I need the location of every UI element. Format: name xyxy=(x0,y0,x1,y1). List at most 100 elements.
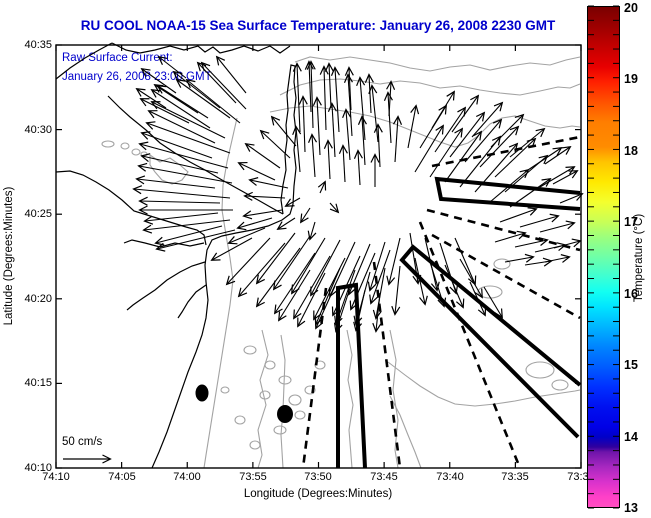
current-vector xyxy=(135,87,167,109)
current-vector xyxy=(237,161,276,181)
current-vector xyxy=(248,177,289,189)
current-vector xyxy=(343,73,354,137)
contour-blob xyxy=(101,140,115,148)
contour-blob xyxy=(259,390,271,400)
current-vector xyxy=(414,257,428,306)
contour-blob xyxy=(304,385,316,395)
colorbar-tick-label: 16 xyxy=(624,287,638,301)
contour-line xyxy=(280,334,286,469)
current-vector xyxy=(317,180,327,194)
colorbar-ticks xyxy=(588,5,619,509)
contour-blob xyxy=(120,142,130,150)
current-vector xyxy=(444,264,465,309)
contour-blob xyxy=(525,361,555,379)
current-vector xyxy=(150,101,226,139)
current-vector xyxy=(464,118,503,163)
current-vector xyxy=(236,217,273,231)
x-tick-label: 74:00 xyxy=(173,471,201,483)
current-vector xyxy=(347,243,371,296)
current-vector xyxy=(314,285,336,330)
current-vector xyxy=(156,85,209,119)
coastline-path xyxy=(126,261,206,311)
radar-rays xyxy=(301,135,581,469)
current-vector xyxy=(514,237,549,248)
current-vector xyxy=(154,225,223,246)
current-vector xyxy=(270,115,297,147)
current-vector xyxy=(138,196,221,206)
axis-ticks xyxy=(55,44,582,469)
y-tick-label: 40:10 xyxy=(24,462,52,474)
current-vector xyxy=(364,73,374,114)
buoy-markers xyxy=(195,384,293,423)
current-vector xyxy=(479,125,520,168)
current-vector xyxy=(509,177,552,208)
current-vector xyxy=(196,61,237,104)
current-vector xyxy=(431,90,455,129)
current-vector xyxy=(237,242,286,298)
coastlines xyxy=(55,42,297,469)
buoy-dot xyxy=(277,405,293,423)
current-vector xyxy=(509,127,546,158)
current-vector xyxy=(172,70,221,109)
current-vector xyxy=(429,261,447,308)
radar-beams xyxy=(336,176,582,469)
coastline-path xyxy=(107,95,284,215)
current-vector xyxy=(357,115,367,166)
current-vector xyxy=(153,83,199,114)
current-vector xyxy=(304,60,314,113)
current-vector xyxy=(310,239,341,297)
current-vector xyxy=(504,253,535,263)
contour-blob xyxy=(249,440,261,450)
current-vector xyxy=(334,269,356,326)
contour-blob xyxy=(140,151,148,157)
y-tick-label: 40:25 xyxy=(24,208,52,220)
axis-box xyxy=(55,44,582,469)
current-vector xyxy=(145,121,231,154)
current-vector xyxy=(324,62,334,109)
contour-line xyxy=(389,395,422,469)
current-vector xyxy=(469,281,487,317)
contour-line xyxy=(294,56,581,72)
current-vector xyxy=(272,235,311,291)
current-vector xyxy=(494,230,527,243)
contour-blob xyxy=(234,415,246,425)
current-vector xyxy=(539,166,576,188)
current-vector xyxy=(407,104,420,149)
contour-blob xyxy=(551,379,569,391)
radar-ray xyxy=(372,261,402,469)
current-vector xyxy=(291,237,326,295)
current-vector xyxy=(369,249,391,305)
x-tick-label: 74:10 xyxy=(42,471,70,483)
contour-line xyxy=(279,78,581,96)
coastline-path xyxy=(55,170,207,246)
current-vector xyxy=(409,232,422,285)
current-vector xyxy=(143,212,219,225)
x-tick-label: 73:55 xyxy=(239,471,267,483)
current-vector xyxy=(323,139,333,180)
contour-blob xyxy=(273,425,287,435)
current-vector xyxy=(175,78,231,119)
temperature-colorbar xyxy=(587,6,620,508)
coastline-path xyxy=(111,42,291,54)
current-vector xyxy=(210,237,253,261)
current-vector xyxy=(225,237,271,286)
colorbar-tick-label: 20 xyxy=(624,1,638,15)
contour-blob xyxy=(288,394,302,406)
contour-line xyxy=(346,329,354,469)
current-vector xyxy=(255,247,301,308)
radar-ray xyxy=(431,233,581,320)
colorbar-tick-label: 17 xyxy=(624,215,638,229)
contour-line xyxy=(389,329,399,469)
vector-scale-label: 50 cm/s xyxy=(62,436,103,448)
current-vector xyxy=(539,220,576,233)
current-vector xyxy=(319,65,329,131)
current-vector xyxy=(391,265,401,316)
figure-title: RU COOL NOAA-15 Sea Surface Temperature:… xyxy=(80,18,556,33)
current-vector xyxy=(356,76,366,141)
current-vector xyxy=(137,162,233,184)
current-vector xyxy=(331,255,361,317)
y-tick-label: 40:20 xyxy=(24,293,52,305)
x-tick-label: 73:30 xyxy=(567,471,588,483)
current-vector xyxy=(132,185,231,199)
